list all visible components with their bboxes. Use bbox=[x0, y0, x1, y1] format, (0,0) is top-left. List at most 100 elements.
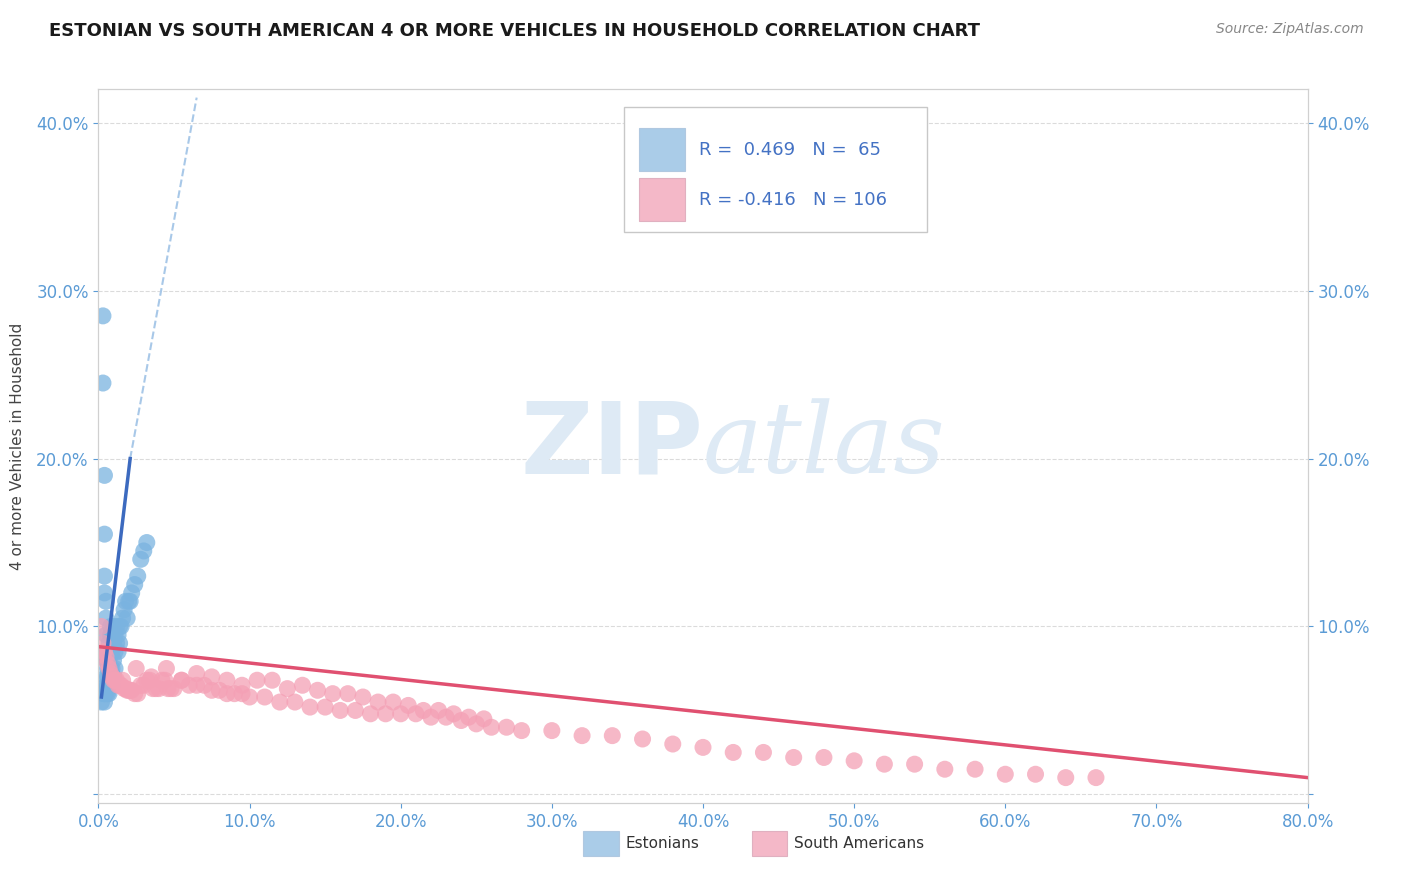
Point bbox=[118, 683, 141, 698]
Point bbox=[450, 714, 472, 728]
Point bbox=[94, 649, 117, 664]
Point bbox=[101, 645, 124, 659]
Point bbox=[135, 673, 157, 688]
Point bbox=[160, 681, 183, 696]
Text: Source: ZipAtlas.com: Source: ZipAtlas.com bbox=[1216, 22, 1364, 37]
Point bbox=[215, 673, 238, 688]
Point bbox=[179, 678, 201, 692]
Point bbox=[90, 619, 112, 633]
Text: Estonians: Estonians bbox=[626, 837, 700, 851]
Point bbox=[215, 687, 238, 701]
Point bbox=[396, 698, 419, 713]
Point bbox=[1085, 771, 1108, 785]
Point bbox=[94, 653, 117, 667]
Point bbox=[94, 628, 117, 642]
Point bbox=[132, 678, 155, 692]
Point bbox=[934, 762, 956, 776]
Point bbox=[510, 723, 533, 738]
Point bbox=[352, 690, 374, 704]
Point bbox=[96, 661, 118, 675]
Point bbox=[98, 687, 121, 701]
Point bbox=[110, 678, 132, 692]
Point bbox=[443, 706, 465, 721]
Point bbox=[98, 653, 121, 667]
Point bbox=[844, 754, 866, 768]
Point bbox=[155, 661, 177, 675]
Point bbox=[965, 762, 987, 776]
Point bbox=[94, 678, 117, 692]
Point bbox=[90, 695, 112, 709]
Point bbox=[239, 690, 262, 704]
Point bbox=[186, 666, 208, 681]
Point bbox=[98, 661, 121, 675]
Point bbox=[276, 681, 298, 696]
Point bbox=[93, 569, 115, 583]
Point bbox=[163, 681, 186, 696]
Point bbox=[124, 577, 146, 591]
Point bbox=[336, 687, 359, 701]
Point bbox=[156, 681, 179, 696]
Point bbox=[96, 657, 118, 671]
Text: R = -0.416   N = 106: R = -0.416 N = 106 bbox=[699, 191, 887, 209]
Point bbox=[322, 687, 344, 701]
Point bbox=[129, 552, 152, 566]
Point bbox=[111, 673, 134, 688]
Point bbox=[224, 687, 246, 701]
Point bbox=[118, 594, 141, 608]
Point bbox=[103, 636, 125, 650]
Point bbox=[91, 309, 114, 323]
Point bbox=[91, 376, 114, 390]
Point bbox=[723, 746, 745, 760]
Point bbox=[103, 670, 125, 684]
Point bbox=[360, 706, 382, 721]
Point bbox=[382, 695, 405, 709]
Point bbox=[93, 687, 115, 701]
Point bbox=[540, 723, 562, 738]
Point bbox=[472, 712, 495, 726]
Point bbox=[201, 683, 224, 698]
Point bbox=[253, 690, 276, 704]
Point bbox=[495, 720, 517, 734]
Point bbox=[112, 603, 135, 617]
Point bbox=[125, 661, 148, 675]
Point bbox=[98, 670, 121, 684]
Point bbox=[104, 628, 127, 642]
Point bbox=[94, 670, 117, 684]
Point bbox=[108, 619, 131, 633]
Point bbox=[127, 569, 149, 583]
Y-axis label: 4 or more Vehicles in Household: 4 or more Vehicles in Household bbox=[10, 322, 25, 570]
Point bbox=[692, 740, 714, 755]
Point bbox=[121, 586, 143, 600]
Point bbox=[127, 687, 149, 701]
Point bbox=[231, 678, 253, 692]
Point bbox=[112, 681, 135, 696]
Point bbox=[420, 710, 443, 724]
Text: atlas: atlas bbox=[703, 399, 946, 493]
Point bbox=[103, 673, 125, 688]
Point bbox=[246, 673, 269, 688]
Text: R =  0.469   N =  65: R = 0.469 N = 65 bbox=[699, 141, 882, 159]
Point bbox=[135, 535, 157, 549]
Point bbox=[170, 673, 193, 688]
Point bbox=[139, 673, 162, 688]
Point bbox=[208, 683, 231, 698]
Point bbox=[153, 673, 176, 688]
Point bbox=[98, 645, 121, 659]
Point bbox=[101, 678, 124, 692]
Point bbox=[186, 678, 208, 692]
Text: ZIP: ZIP bbox=[520, 398, 703, 494]
Point bbox=[96, 645, 118, 659]
Point bbox=[101, 628, 124, 642]
Point bbox=[94, 645, 117, 659]
Point bbox=[107, 678, 129, 692]
Point bbox=[284, 695, 307, 709]
Point bbox=[96, 678, 118, 692]
Point bbox=[100, 645, 122, 659]
Point bbox=[104, 645, 127, 659]
Point bbox=[91, 687, 114, 701]
Point bbox=[100, 661, 122, 675]
Point bbox=[465, 717, 488, 731]
Point bbox=[104, 661, 127, 675]
Point bbox=[94, 687, 117, 701]
Point bbox=[434, 710, 457, 724]
